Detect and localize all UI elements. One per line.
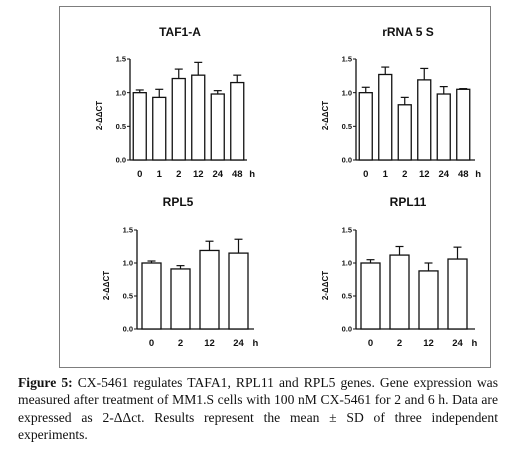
figure-caption: Figure 5: CX-5461 regulates TAFA1, RPL11…: [18, 374, 498, 444]
chart-3: RPL11 2-ΔΔCT 0.0 0.5 1.0 1.5 0 2 12 24 h: [321, 195, 478, 349]
x-unit-label: h: [475, 169, 481, 180]
y-axis-label: 2-ΔΔCT: [95, 101, 104, 130]
x-tick-label: 24: [233, 338, 244, 349]
x-tick-label: 0: [368, 338, 373, 349]
y-tick-label: 1.0: [342, 259, 352, 268]
x-tick-label: 48: [232, 169, 243, 180]
y-tick-label: 0.0: [342, 156, 352, 165]
bar: [456, 88, 471, 161]
y-axis-label: 2-ΔΔCT: [321, 271, 330, 300]
y-tick-label: 1.0: [123, 259, 133, 268]
x-unit-label: h: [253, 338, 259, 349]
bar: [132, 92, 147, 161]
y-tick-label: 1.5: [342, 226, 352, 235]
x-tick-label: 2: [402, 169, 407, 180]
x-tick-label: 12: [423, 338, 434, 349]
caption-text: CX-5461 regulates TAFA1, RPL11 and RPL5 …: [18, 375, 498, 443]
x-unit-label: h: [472, 338, 478, 349]
bar: [199, 249, 220, 330]
y-tick-label: 0.5: [116, 122, 126, 131]
x-unit-label: h: [249, 169, 255, 180]
x-tick-label: 1: [157, 169, 163, 180]
x-tick-label: 0: [137, 169, 142, 180]
x-tick-label: 1: [383, 169, 389, 180]
chart-title: RPL11: [390, 195, 427, 209]
y-axis-label: 2-ΔΔCT: [321, 101, 330, 130]
figure-panel: TAF1-A 2-ΔΔCT 0.0 0.5 1.0 1.5 0 1 2 12 24 48 h rRNA 5…: [59, 6, 491, 368]
x-tick-label: 2: [397, 338, 402, 349]
x-tick-label: 48: [458, 169, 469, 180]
x-tick-label: 12: [419, 169, 430, 180]
y-tick-label: 0.5: [342, 122, 352, 131]
bar: [417, 79, 432, 161]
chart-2: RPL5 2-ΔΔCT 0.0 0.5 1.0 1.5 0 2 12 24 h: [102, 195, 259, 349]
x-tick-label: 24: [438, 169, 449, 180]
x-tick-label: 24: [212, 169, 223, 180]
bar: [210, 93, 225, 161]
x-tick-label: 0: [149, 338, 154, 349]
bar: [141, 262, 162, 330]
bar: [447, 258, 468, 330]
chart-title: RPL5: [163, 195, 194, 209]
bar: [418, 270, 439, 330]
chart-title: TAF1-A: [159, 25, 201, 39]
y-tick-label: 0.5: [123, 292, 133, 301]
y-tick-label: 1.5: [123, 226, 133, 235]
bar: [230, 81, 245, 161]
bar: [171, 77, 186, 161]
bar: [436, 93, 451, 161]
chart-title: rRNA 5 S: [382, 25, 434, 39]
y-tick-label: 1.5: [116, 55, 126, 64]
bar: [228, 252, 249, 330]
y-tick-label: 0.0: [123, 325, 133, 334]
bar: [191, 74, 206, 161]
bar: [389, 254, 410, 330]
x-tick-label: 12: [204, 338, 215, 349]
bar: [358, 92, 373, 161]
y-tick-label: 0.0: [116, 156, 126, 165]
y-tick-label: 1.5: [342, 55, 352, 64]
bar: [397, 104, 412, 161]
bar: [170, 268, 191, 330]
x-tick-label: 0: [363, 169, 368, 180]
bar: [378, 73, 393, 161]
y-tick-label: 1.0: [116, 88, 126, 97]
y-tick-label: 0.0: [342, 325, 352, 334]
caption-label: Figure 5:: [18, 375, 73, 390]
y-tick-label: 0.5: [342, 292, 352, 301]
y-axis-label: 2-ΔΔCT: [102, 271, 111, 300]
bar: [152, 96, 167, 161]
y-tick-label: 1.0: [342, 88, 352, 97]
x-tick-label: 2: [176, 169, 181, 180]
x-tick-label: 12: [193, 169, 204, 180]
x-tick-label: 2: [178, 338, 183, 349]
x-tick-label: 24: [452, 338, 463, 349]
bar: [360, 262, 381, 330]
